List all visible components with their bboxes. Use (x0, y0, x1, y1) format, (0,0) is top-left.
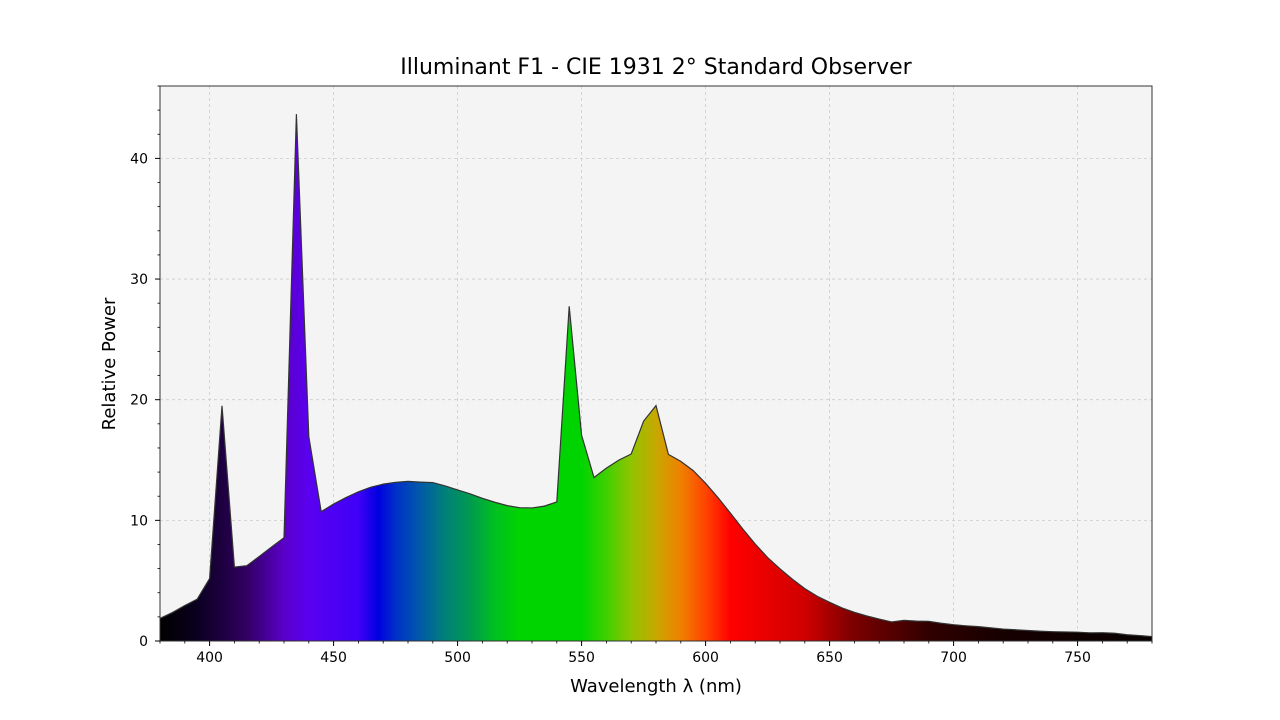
spectrum-line (160, 114, 1152, 638)
y-tick-label-20: 20 (130, 393, 148, 409)
x-tick-label-400: 400 (196, 650, 223, 666)
spectrum-area-layer (160, 114, 1152, 641)
y-axis-label: Relative Power (99, 297, 120, 430)
x-tick-label-450: 450 (320, 650, 347, 666)
tick-labels: 400 450 500 550 600 650 700 750 0 10 20 30 40 (130, 151, 1091, 666)
axis-ticks (155, 85, 1153, 646)
x-tick-label-750: 750 (1064, 650, 1091, 666)
y-tick-label-0: 0 (139, 634, 148, 650)
x-tick-label-550: 550 (568, 650, 595, 666)
y-tick-label-40: 40 (130, 151, 148, 167)
x-tick-label-500: 500 (444, 650, 471, 666)
x-tick-label-600: 600 (692, 650, 719, 666)
y-tick-label-30: 30 (130, 272, 148, 288)
grid-lines (160, 86, 1152, 642)
x-tick-label-650: 650 (816, 650, 843, 666)
chart-title: Illuminant F1 - CIE 1931 2° Standard Obs… (400, 55, 912, 80)
x-axis-label: Wavelength λ (nm) (570, 676, 742, 697)
y-tick-label-10: 10 (130, 513, 148, 529)
spectrum-area (160, 114, 1152, 641)
x-tick-label-700: 700 (940, 650, 967, 666)
